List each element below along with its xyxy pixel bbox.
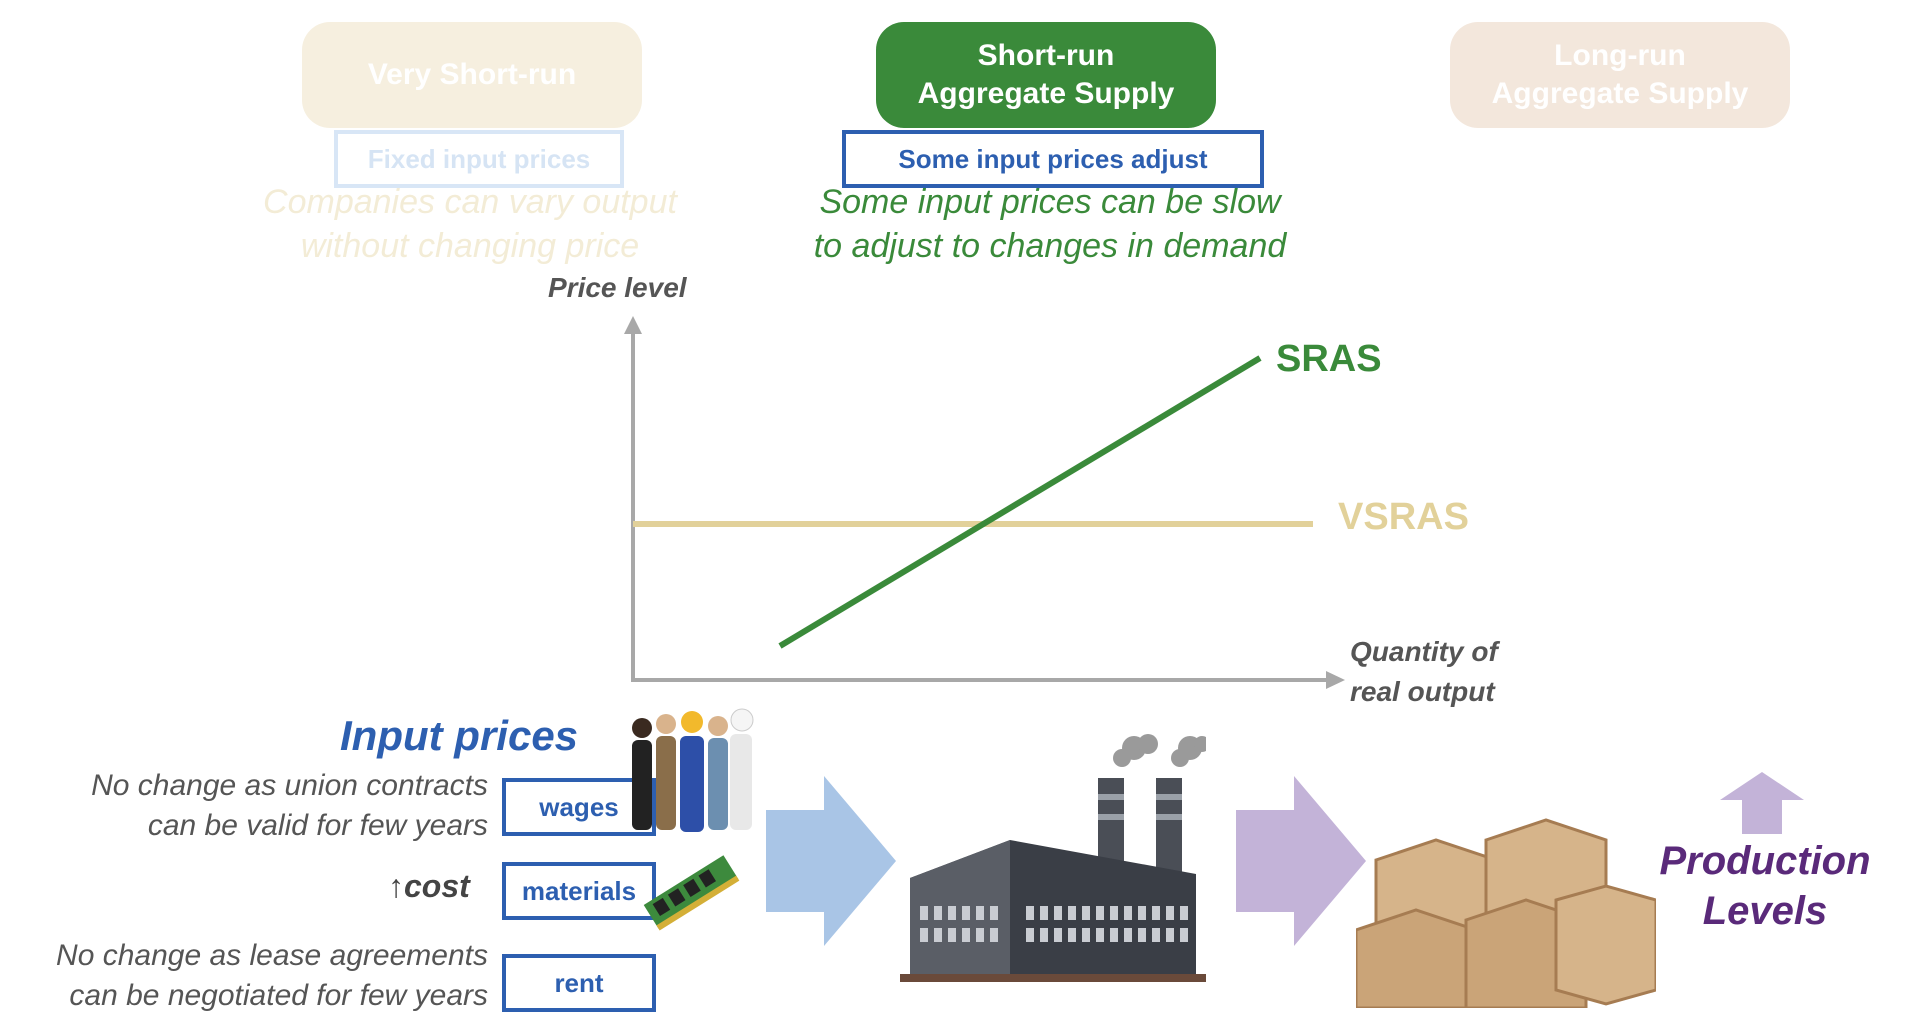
rent-box: rent [502, 954, 656, 1012]
factory-icon [900, 734, 1206, 982]
wages-box: wages [502, 778, 656, 836]
wages-note: No change as union contracts can be vali… [91, 769, 488, 842]
x-axis-arrow [1326, 671, 1345, 689]
purple-flow-arrow [1236, 776, 1366, 946]
very-short-run-pill: Very Short-run [302, 22, 642, 128]
input-prices-title: Input prices [340, 712, 579, 759]
blue-flow-arrow [766, 776, 896, 946]
production-levels-label: Production Levels [1659, 839, 1871, 933]
y-axis-arrow [624, 316, 642, 334]
ram-chip-icon [643, 855, 740, 931]
up-arrow-icon: ↑ [388, 868, 404, 904]
fixed-input-prices-tag: Fixed input prices [334, 130, 624, 188]
x-axis-label: Quantity of real output [1350, 636, 1498, 707]
smoke-clouds [1113, 734, 1206, 767]
very-short-run-note: Companies can vary output without changi… [263, 183, 677, 265]
sras-line [778, 355, 1262, 649]
sras-label: SRAS [1276, 338, 1382, 380]
crate-stack [1356, 818, 1656, 1008]
up-arrow-icon-purple [1720, 772, 1804, 834]
short-run-pill: Short-run Aggregate Supply [876, 22, 1216, 128]
workers-illustration [632, 708, 754, 832]
vsras-label: VSRAS [1338, 496, 1469, 538]
long-run-pill: Long-run Aggregate Supply [1450, 22, 1790, 128]
rent-note: No change as lease agreements can be neg… [56, 939, 488, 1012]
cost-text: cost [404, 868, 470, 904]
short-run-note: Some input prices can be slow to adjust … [813, 183, 1287, 265]
y-axis-label: Price level [548, 272, 687, 303]
materials-box: materials [502, 862, 656, 920]
cost-up-label: ↑cost [388, 868, 470, 905]
some-input-prices-tag: Some input prices adjust [842, 130, 1264, 188]
crates-icon [1356, 818, 1656, 1008]
worker-figures [632, 708, 754, 832]
